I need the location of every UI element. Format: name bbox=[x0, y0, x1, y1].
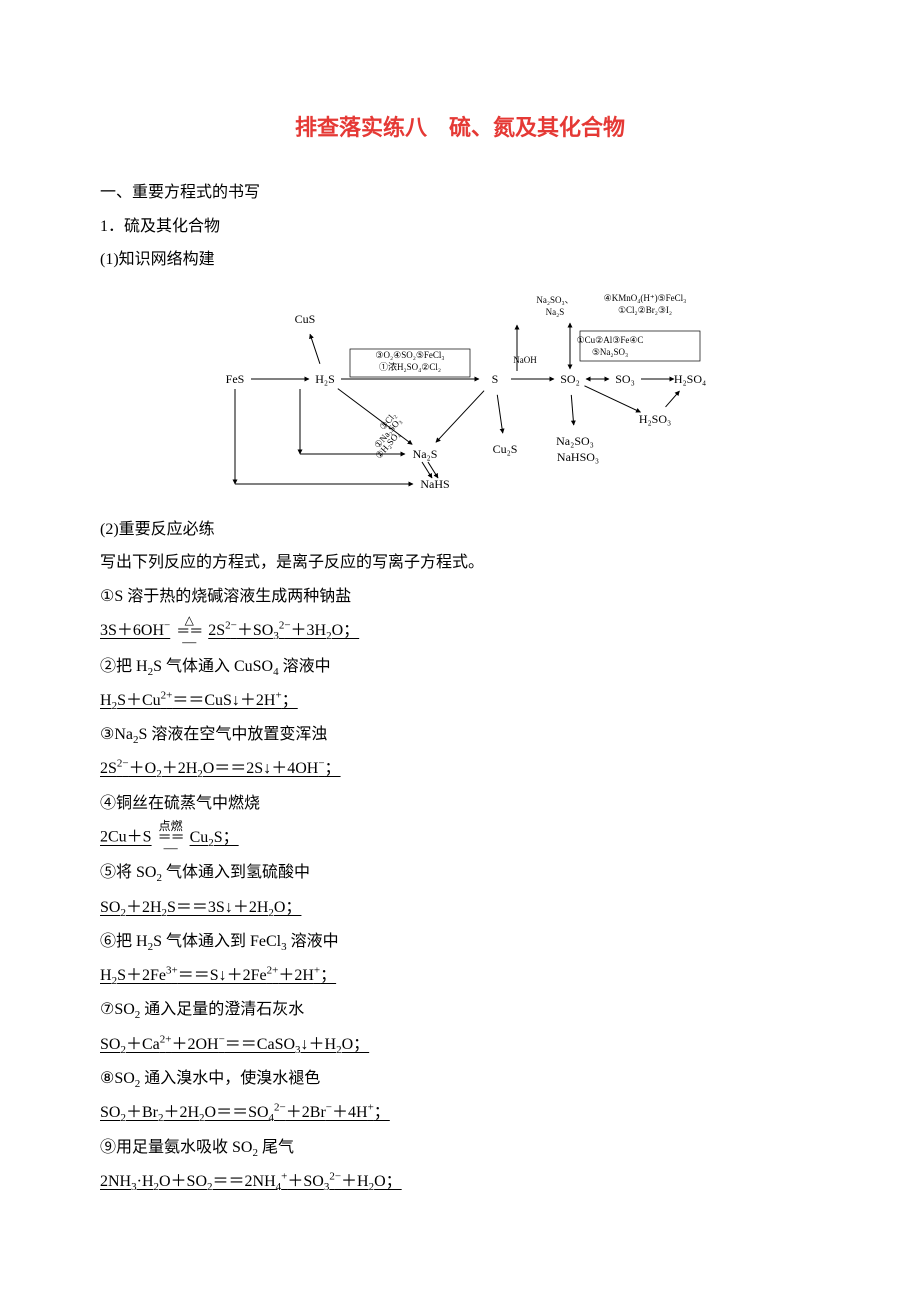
reaction-equation: SO2＋Br2＋2H2O＝＝SO42−＋2Br−＋4H+； bbox=[100, 1096, 820, 1130]
svg-text:Na₂SO₃、: Na₂SO₃、 bbox=[536, 295, 573, 305]
page-title: 排查落实练八 硫、氮及其化合物 bbox=[100, 110, 820, 142]
svg-text:③O₂④SO₂⑤FeCl₃: ③O₂④SO₂⑤FeCl₃ bbox=[375, 350, 444, 360]
reaction-question: ⑦SO2 通入足量的澄清石灰水 bbox=[100, 993, 820, 1027]
svg-text:Na₂SO₃: Na₂SO₃ bbox=[556, 434, 594, 448]
reaction-question: ④铜丝在硫蒸气中燃烧 bbox=[100, 787, 820, 821]
svg-text:④KMnO₄(H⁺)⑤FeCl₃: ④KMnO₄(H⁺)⑤FeCl₃ bbox=[604, 293, 687, 303]
reaction-equation: 2Cu＋S 点燃＝＝— Cu2S； bbox=[100, 820, 820, 856]
svg-text:NaHS: NaHS bbox=[420, 477, 449, 491]
subitem-1: (1)知识网络构建 bbox=[100, 243, 820, 277]
svg-text:Na₂S: Na₂S bbox=[546, 307, 565, 317]
reaction-equation: SO2＋Ca2+＋2OH−＝＝CaSO3↓＋H2O； bbox=[100, 1028, 820, 1062]
svg-text:Cu₂S: Cu₂S bbox=[493, 442, 518, 456]
reaction-question: ①S 溶于热的烧碱溶液生成两种钠盐 bbox=[100, 580, 820, 614]
reaction-equation: 3S＋6OH− △＝＝— 2S2−＋SO32−＋3H2O； bbox=[100, 614, 820, 650]
reaction-prompt: 写出下列反应的方程式，是离子反应的写离子方程式。 bbox=[100, 546, 820, 580]
knowledge-network-diagram: CuS FeS H₂S S SO₂ SO₃ H₂SO₄ H₂SO₃ Na₂S NaHS Cu₂S Na… bbox=[100, 283, 820, 503]
svg-text:S: S bbox=[492, 372, 499, 386]
svg-text:NaHSO₃: NaHSO₃ bbox=[557, 450, 599, 464]
reaction-equation: H2S＋Cu2+＝＝CuS↓＋2H+； bbox=[100, 684, 820, 718]
item-1: 1．硫及其化合物 bbox=[100, 210, 820, 244]
reaction-question: ⑥把 H2S 气体通入到 FeCl3 溶液中 bbox=[100, 925, 820, 959]
svg-text:①Cu②Al③Fe④C: ①Cu②Al③Fe④C bbox=[577, 335, 644, 345]
svg-text:H₂SO₃: H₂SO₃ bbox=[639, 412, 671, 426]
svg-text:H₂S: H₂S bbox=[315, 372, 335, 386]
svg-text:SO₃: SO₃ bbox=[615, 372, 635, 386]
reactions-list: ①S 溶于热的烧碱溶液生成两种钠盐3S＋6OH− △＝＝— 2S2−＋SO32−… bbox=[100, 580, 820, 1199]
svg-text:Na₂S: Na₂S bbox=[413, 447, 438, 461]
svg-text:CuS: CuS bbox=[295, 312, 316, 326]
reaction-question: ⑨用足量氨水吸收 SO2 尾气 bbox=[100, 1131, 820, 1165]
svg-text:①浓H₂SO₄②Cl₂: ①浓H₂SO₄②Cl₂ bbox=[379, 362, 441, 372]
svg-text:FeS: FeS bbox=[226, 372, 245, 386]
reaction-question: ⑧SO2 通入溴水中，使溴水褪色 bbox=[100, 1062, 820, 1096]
svg-text:⑤Na₂SO₃: ⑤Na₂SO₃ bbox=[592, 347, 628, 357]
reaction-equation: SO2＋2H2S＝＝3S↓＋2H2O； bbox=[100, 891, 820, 925]
reaction-equation: H2S＋2Fe3+＝＝S↓＋2Fe2+＋2H+； bbox=[100, 959, 820, 993]
svg-text:SO₂: SO₂ bbox=[560, 372, 580, 386]
reaction-question: ③Na2S 溶液在空气中放置变浑浊 bbox=[100, 718, 820, 752]
reaction-question: ②把 H2S 气体通入 CuSO4 溶液中 bbox=[100, 650, 820, 684]
svg-text:H₂SO₄: H₂SO₄ bbox=[674, 372, 706, 386]
reaction-equation: 2NH3·H2O＋SO2＝＝2NH4+＋SO32−＋H2O； bbox=[100, 1165, 820, 1199]
svg-text:NaOH: NaOH bbox=[513, 355, 537, 365]
reaction-equation: 2S2−＋O2＋2H2O＝＝2S↓＋4OH−； bbox=[100, 752, 820, 786]
svg-text:①Cl₂②Br₂③I₂: ①Cl₂②Br₂③I₂ bbox=[618, 305, 672, 315]
reaction-question: ⑤将 SO2 气体通入到氢硫酸中 bbox=[100, 856, 820, 890]
subitem-2: (2)重要反应必练 bbox=[100, 513, 820, 547]
section-heading-1: 一、重要方程式的书写 bbox=[100, 176, 820, 210]
